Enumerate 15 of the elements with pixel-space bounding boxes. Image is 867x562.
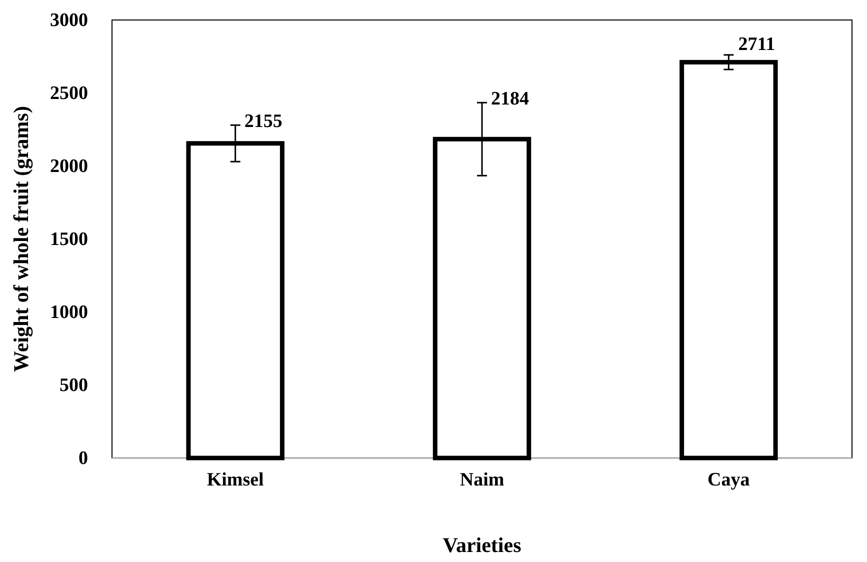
y-tick-label: 1500	[50, 229, 88, 250]
y-tick-label: 3000	[50, 10, 88, 32]
x-tick-label: Kimsel	[206, 469, 264, 490]
x-tick-label: Caya	[708, 469, 750, 490]
x-axis-title: Varieties	[442, 533, 522, 557]
y-tick-label: 2000	[50, 156, 88, 178]
data-label: 2155	[244, 111, 282, 132]
y-tick-label: 2500	[50, 83, 88, 104]
data-label: 2184	[491, 88, 530, 110]
x-tick-label: Naim	[460, 469, 504, 490]
y-tick-label: 1000	[50, 302, 88, 324]
data-label: 2711	[738, 34, 776, 56]
y-axis-title: Weight of whole fruit (grams)	[9, 106, 33, 372]
y-tick-label: 500	[60, 375, 88, 396]
y-tick-label: 0	[78, 448, 88, 470]
